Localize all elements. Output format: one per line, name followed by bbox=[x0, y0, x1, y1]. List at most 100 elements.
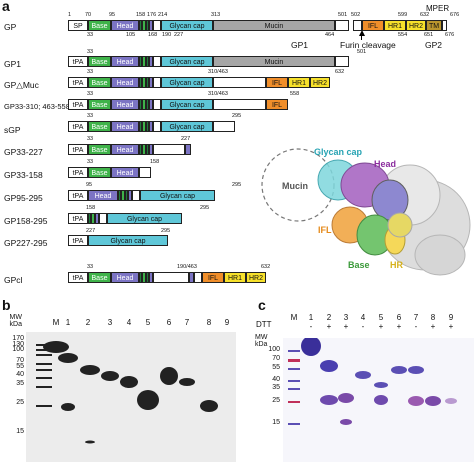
gel-b-bands bbox=[26, 332, 236, 462]
row-label-gp-227-295: GP227-295 bbox=[4, 238, 48, 248]
gel-b-lane-label: 7 bbox=[184, 318, 190, 327]
structure-label-mucin: Mucin bbox=[282, 181, 308, 191]
structure-label-head: Head bbox=[374, 159, 396, 169]
hr2-domain: HR2 bbox=[246, 272, 266, 283]
dtt-sign: + bbox=[430, 322, 436, 331]
position-number: 502 bbox=[351, 12, 361, 18]
base-stripe bbox=[139, 144, 142, 155]
base-stripe bbox=[142, 99, 146, 110]
gp-227-295-bar: tPA Glycan cap bbox=[68, 235, 178, 246]
gel-b-marker-label: 35 bbox=[16, 380, 24, 387]
head-domain: Head bbox=[111, 77, 139, 88]
tpa-domain: tPA bbox=[68, 77, 88, 88]
domain-diagram: GP SP Base Head Glycan cap Mucin IFL HR1… bbox=[4, 4, 459, 285]
head-stripe bbox=[149, 121, 153, 132]
sample-band bbox=[445, 398, 457, 404]
gel-c-mw-label: MW kDa bbox=[255, 334, 267, 348]
tpa-domain: tPA bbox=[68, 272, 88, 283]
structure-label-ifl: IFL bbox=[318, 225, 332, 235]
base-stripe bbox=[139, 20, 142, 31]
marker-band bbox=[36, 369, 52, 371]
position-number: 190 bbox=[162, 32, 172, 38]
tpa-domain: tPA bbox=[68, 235, 88, 246]
linker bbox=[153, 56, 161, 67]
position-number: 95 bbox=[86, 182, 93, 188]
position-number: 227 bbox=[174, 32, 184, 38]
sample-band bbox=[374, 395, 388, 405]
position-number: 599 bbox=[398, 12, 408, 18]
base-domain: Base bbox=[88, 167, 111, 178]
base-stripe bbox=[121, 190, 125, 201]
glycan-cap-domain: Glycan cap bbox=[88, 235, 168, 246]
position-number: 501 bbox=[357, 49, 367, 55]
position-number: 158 bbox=[136, 12, 146, 18]
tpa-domain: tPA bbox=[68, 190, 88, 201]
position-number: 227 bbox=[86, 228, 96, 234]
position-number: 214 bbox=[158, 12, 168, 18]
base-stripe bbox=[146, 121, 149, 132]
gp-delta-muc-bar: tPA Base Head Glycan cap IFL HR1 HR2 bbox=[68, 77, 358, 88]
base-stripe bbox=[142, 77, 146, 88]
sample-band bbox=[374, 382, 388, 388]
tpa-domain: tPA bbox=[68, 56, 88, 67]
head-stripe bbox=[149, 20, 153, 31]
gel-c-lane-label: 5 bbox=[378, 313, 384, 322]
glycan-cap-domain: Glycan cap bbox=[140, 190, 215, 201]
marker-band bbox=[288, 423, 300, 425]
sample-band bbox=[80, 365, 100, 375]
marker-band bbox=[36, 363, 52, 365]
gel-b-lane-label: 8 bbox=[206, 318, 212, 327]
structure-label-hr: HR bbox=[390, 260, 403, 270]
base-stripe bbox=[125, 190, 128, 201]
gel-c-marker-label: 25 bbox=[272, 397, 280, 404]
dtt-sign: - bbox=[361, 322, 365, 331]
hr2-domain: HR2 bbox=[310, 77, 330, 88]
sample-band bbox=[408, 396, 424, 406]
ifl-domain: IFL bbox=[266, 99, 288, 110]
linker bbox=[153, 144, 185, 155]
sample-band bbox=[137, 390, 159, 410]
marker-band bbox=[36, 354, 52, 356]
gel-c-lane-label: M bbox=[290, 313, 298, 322]
position-number: 227 bbox=[181, 136, 191, 142]
head-domain: Head bbox=[111, 121, 139, 132]
row-label-gp-delta-muc: GP△Muc bbox=[4, 80, 39, 90]
position-number: 554 bbox=[398, 32, 408, 38]
gel-b-lane-label: 6 bbox=[166, 318, 172, 327]
row-label-gp1: GP1 bbox=[4, 59, 22, 69]
position-number: 158 bbox=[150, 159, 160, 165]
sgp-bar: tPA Base Head Glycan cap bbox=[68, 121, 243, 132]
sample-band bbox=[58, 353, 78, 363]
mucin-domain: Mucin bbox=[213, 20, 335, 31]
base-stripe bbox=[146, 99, 149, 110]
base-stripe bbox=[142, 144, 146, 155]
linker bbox=[153, 121, 161, 132]
sample-band bbox=[61, 403, 75, 411]
position-number: 95 bbox=[109, 12, 116, 18]
head-stripe bbox=[189, 272, 194, 283]
sample-band bbox=[200, 400, 218, 412]
gel-c-lane-label: 8 bbox=[430, 313, 436, 322]
row-label-gp-33-227: GP33-227 bbox=[4, 147, 43, 157]
sample-band bbox=[101, 371, 119, 381]
marker-band bbox=[36, 349, 52, 351]
gel-b-mw-label: MW kDa bbox=[2, 314, 22, 328]
sample-band bbox=[179, 378, 195, 386]
mucin-domain: Mucin bbox=[213, 56, 335, 67]
gel-c-lane-label: 4 bbox=[360, 313, 366, 322]
structure-label-glycan-cap: Glycan cap bbox=[314, 147, 363, 157]
linker bbox=[194, 272, 202, 283]
glycan-cap-domain: Glycan cap bbox=[161, 56, 213, 67]
gel-c-marker-label: 100 bbox=[268, 346, 280, 353]
gp-95-295-bar: tPA Head Glycan cap bbox=[68, 190, 243, 201]
base-stripe bbox=[142, 20, 146, 31]
gel-b-marker-label: 15 bbox=[16, 428, 24, 435]
position-number: 295 bbox=[161, 228, 171, 234]
position-number: 190/463 bbox=[177, 264, 197, 270]
gel-c-marker-label: 40 bbox=[272, 376, 280, 383]
sample-band bbox=[355, 371, 371, 379]
gpcl-bar: tPA Base Head IFL HR1 HR2 bbox=[68, 272, 288, 283]
linker bbox=[213, 121, 235, 132]
position-number: 33 bbox=[87, 32, 94, 38]
base-domain: Base bbox=[88, 77, 111, 88]
